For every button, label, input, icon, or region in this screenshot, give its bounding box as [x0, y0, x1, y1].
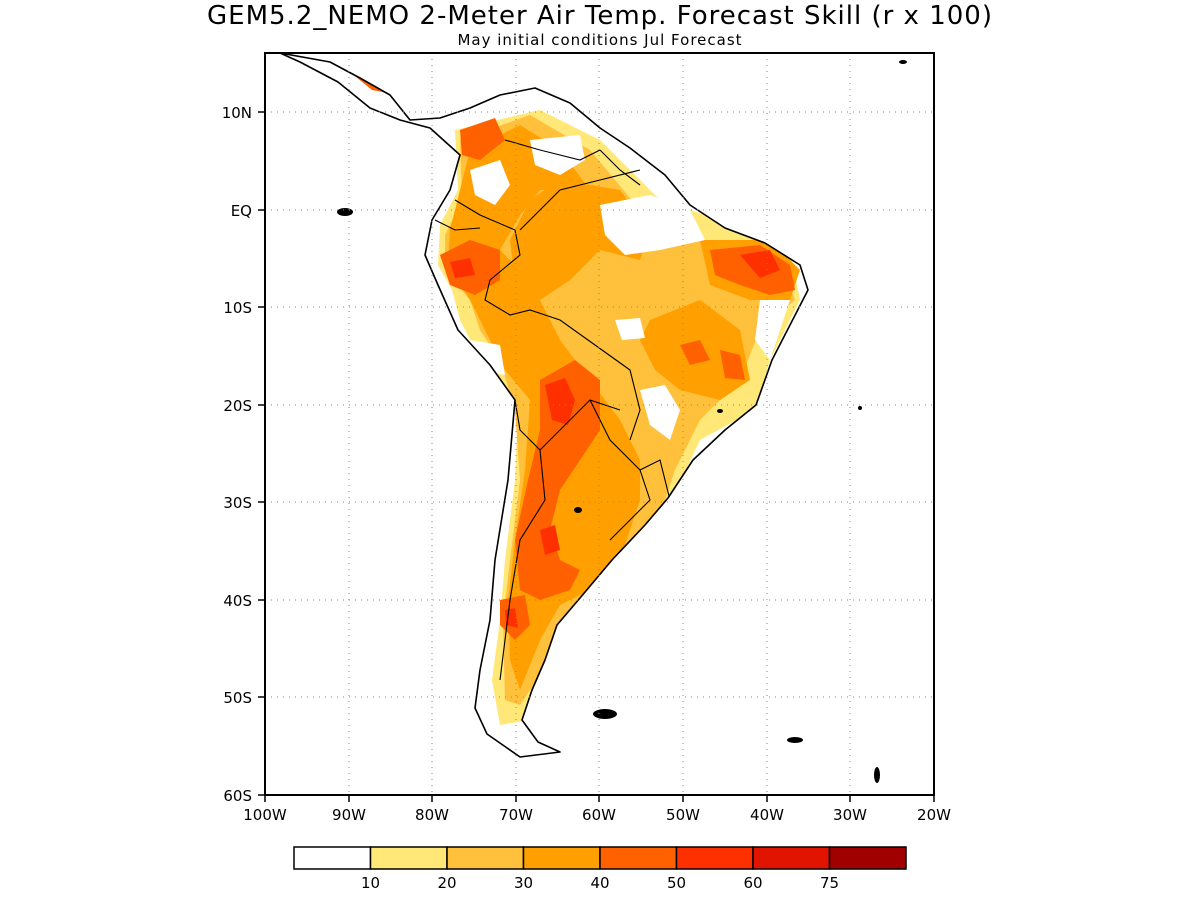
lat-label: 10S [223, 299, 252, 317]
legend-label: 75 [820, 874, 839, 892]
country-borders [434, 139, 671, 681]
lon-label: 80W [415, 806, 449, 824]
coastlines [279, 53, 809, 758]
lat-label: 30S [223, 494, 252, 512]
legend-swatch [369, 846, 448, 870]
legend-label: 60 [743, 874, 762, 892]
legend-swatch [599, 846, 678, 870]
lon-label: 70W [499, 806, 533, 824]
lon-label: 40W [750, 806, 784, 824]
map-subtitle: May initial conditions Jul Forecast [457, 31, 742, 49]
islands [337, 60, 907, 783]
lat-label: 60S [223, 787, 252, 805]
legend-swatch [446, 846, 525, 870]
legend-label: 30 [514, 874, 533, 892]
legend-swatch [752, 846, 831, 870]
legend-label: 10 [361, 874, 380, 892]
legend-label: 50 [667, 874, 686, 892]
tick-marks [258, 111, 935, 802]
lon-label: 20W [917, 806, 951, 824]
lon-label: 100W [243, 806, 287, 824]
lat-label: 40S [223, 592, 252, 610]
legend-swatch [675, 846, 754, 870]
legend-swatch [522, 846, 601, 870]
legend-swatch [293, 846, 372, 870]
gridlines [265, 53, 934, 795]
lat-labels: 10N EQ 10S 20S 30S 40S 50S 60S [222, 104, 252, 805]
skill-shading [330, 55, 800, 725]
lat-label: EQ [231, 202, 252, 220]
map-title: GEM5.2_NEMO 2-Meter Air Temp. Forecast S… [207, 1, 993, 31]
legend-label: 20 [437, 874, 456, 892]
lon-label: 60W [582, 806, 616, 824]
legend-label: 40 [590, 874, 609, 892]
lon-labels: 100W 90W 80W 70W 60W 50W 40W 30W 20W [243, 806, 951, 824]
lon-label: 90W [332, 806, 366, 824]
lat-label: 10N [222, 104, 252, 122]
color-legend: 10 20 30 40 50 60 75 [293, 846, 907, 892]
lon-label: 30W [833, 806, 867, 824]
lat-label: 20S [223, 397, 252, 415]
legend-swatch [828, 846, 907, 870]
lat-label: 50S [223, 689, 252, 707]
lon-label: 50W [666, 806, 700, 824]
